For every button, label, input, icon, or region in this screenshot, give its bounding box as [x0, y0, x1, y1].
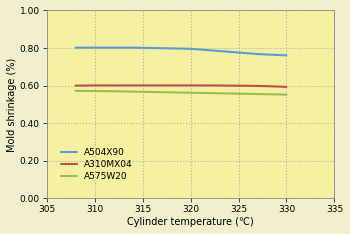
- A575W20: [169, 91, 174, 94]
- A310MX04: [189, 84, 193, 87]
- A504X90: [93, 46, 97, 49]
- A504X90: [74, 46, 78, 49]
- A504X90: [285, 54, 289, 57]
- A575W20: [74, 89, 78, 92]
- A575W20: [285, 93, 289, 96]
- A575W20: [246, 92, 250, 95]
- A310MX04: [112, 84, 116, 87]
- A310MX04: [169, 84, 174, 87]
- A310MX04: [265, 85, 270, 88]
- Line: A504X90: A504X90: [76, 48, 287, 55]
- A504X90: [112, 46, 116, 49]
- Y-axis label: Mold shrinkage (%): Mold shrinkage (%): [7, 57, 17, 151]
- A575W20: [265, 93, 270, 96]
- A310MX04: [285, 85, 289, 88]
- A575W20: [189, 91, 193, 94]
- A575W20: [275, 93, 279, 96]
- X-axis label: Cylinder temperature (℃): Cylinder temperature (℃): [127, 217, 254, 227]
- A504X90: [131, 46, 135, 49]
- A504X90: [275, 54, 279, 56]
- A575W20: [93, 90, 97, 92]
- A504X90: [189, 47, 193, 50]
- A310MX04: [93, 84, 97, 87]
- A504X90: [150, 47, 154, 49]
- A310MX04: [150, 84, 154, 87]
- A504X90: [256, 53, 260, 55]
- A575W20: [227, 92, 231, 95]
- Legend: A504X90, A310MX04, A575W20: A504X90, A310MX04, A575W20: [57, 145, 136, 184]
- A575W20: [150, 91, 154, 93]
- A310MX04: [275, 85, 279, 88]
- A310MX04: [131, 84, 135, 87]
- A575W20: [208, 92, 212, 95]
- A310MX04: [208, 84, 212, 87]
- A575W20: [131, 90, 135, 93]
- A310MX04: [227, 84, 231, 87]
- A310MX04: [246, 84, 250, 87]
- A504X90: [169, 47, 174, 50]
- Line: A575W20: A575W20: [76, 91, 287, 95]
- Line: A310MX04: A310MX04: [76, 85, 287, 87]
- A504X90: [246, 52, 250, 55]
- A504X90: [208, 49, 212, 52]
- A310MX04: [74, 84, 78, 87]
- A575W20: [112, 90, 116, 93]
- A504X90: [227, 50, 231, 53]
